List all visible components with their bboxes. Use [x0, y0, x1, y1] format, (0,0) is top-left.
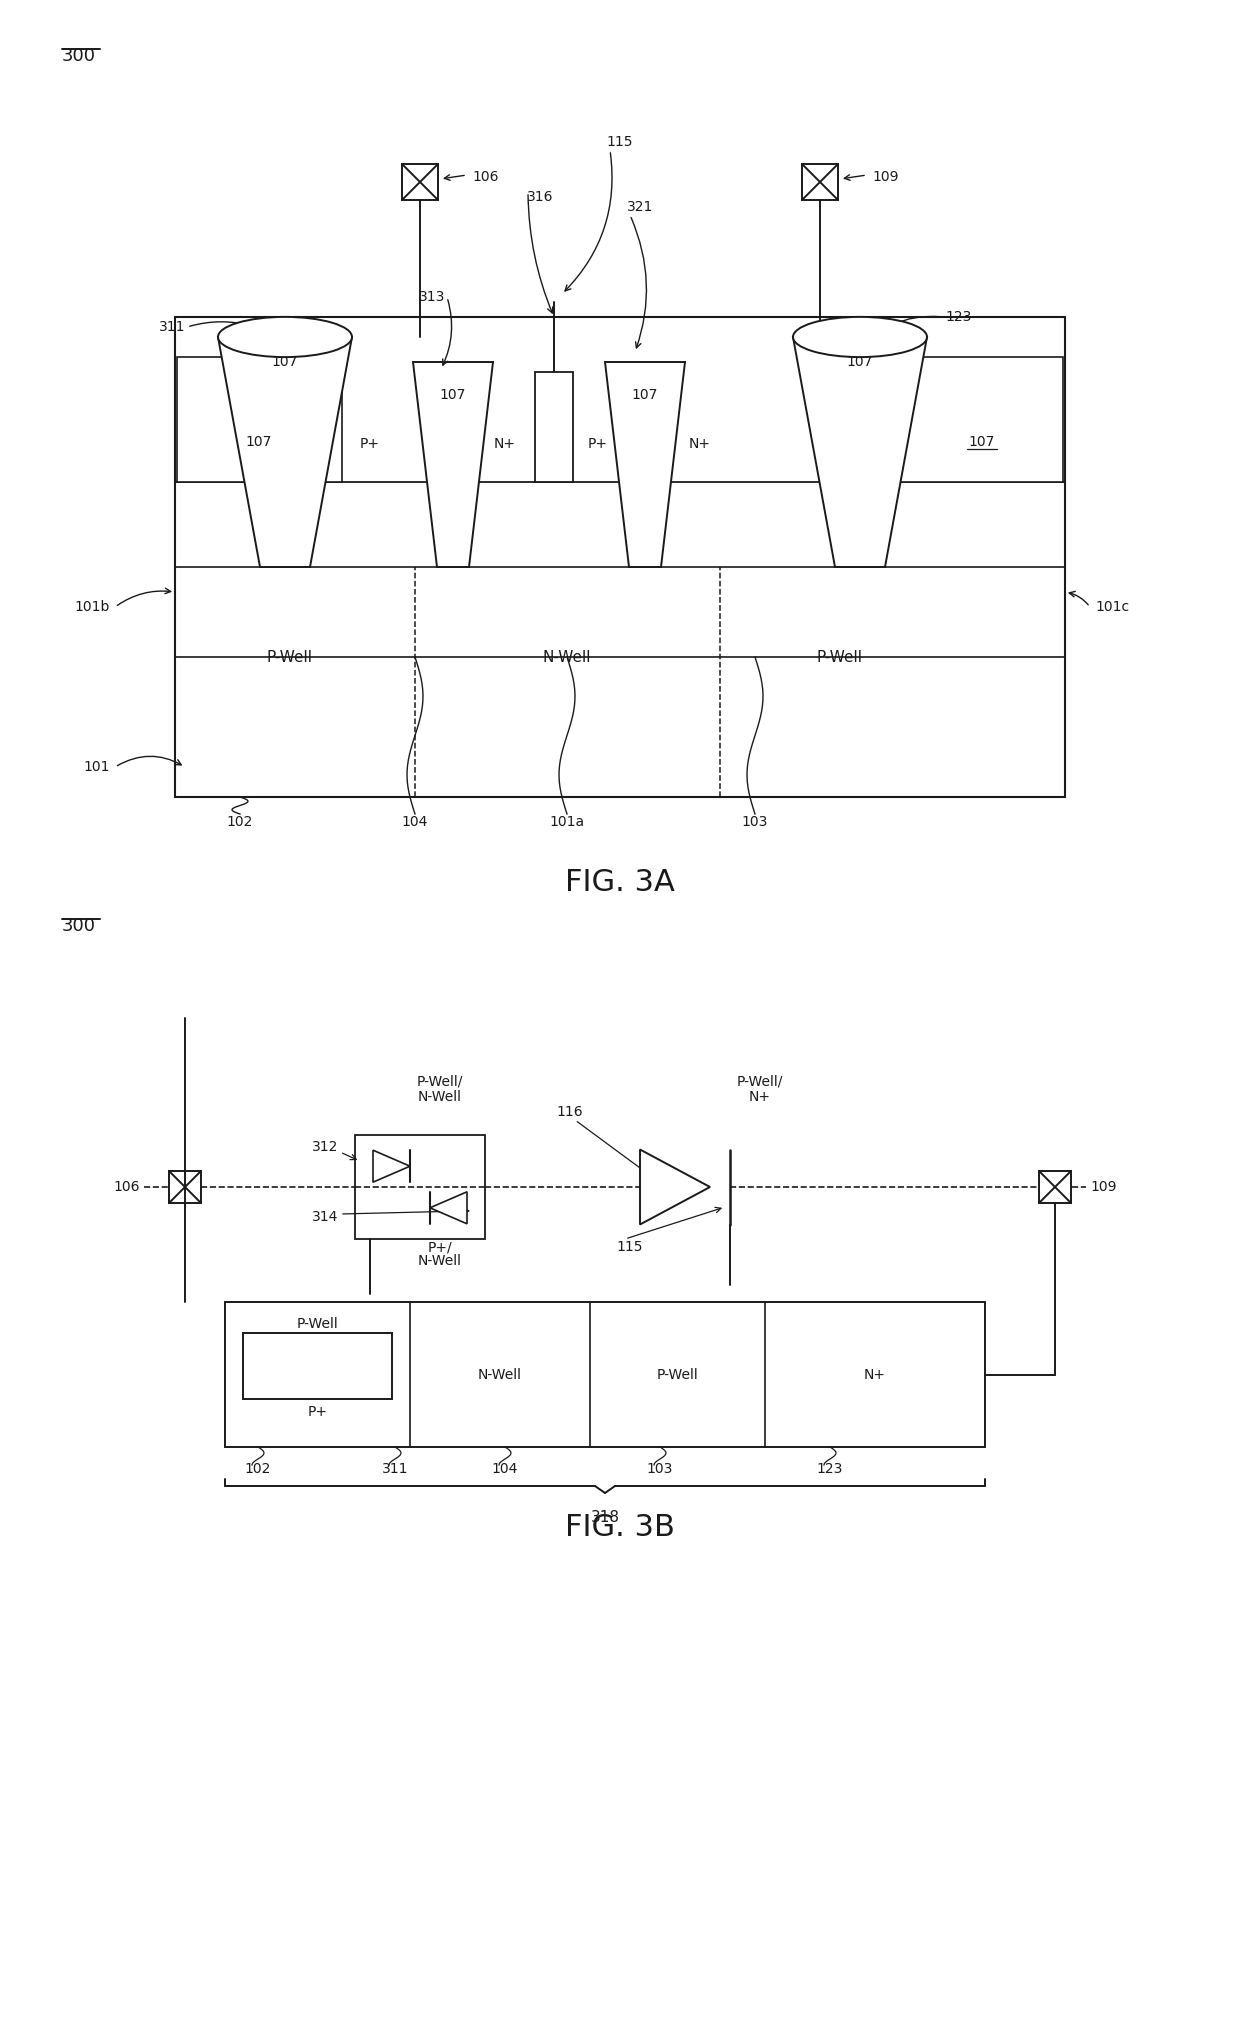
- Text: 107: 107: [272, 355, 298, 369]
- Text: P-Well: P-Well: [657, 1368, 698, 1382]
- Text: 311: 311: [159, 321, 185, 335]
- Polygon shape: [640, 1150, 711, 1224]
- Bar: [177, 357, 342, 482]
- Text: 107: 107: [968, 436, 996, 450]
- Text: 116: 116: [557, 1105, 583, 1119]
- Bar: [1039, 1172, 1071, 1202]
- Ellipse shape: [794, 317, 928, 357]
- Polygon shape: [218, 337, 352, 567]
- Text: N+: N+: [864, 1368, 887, 1382]
- Polygon shape: [605, 361, 684, 567]
- Text: 321: 321: [626, 200, 653, 214]
- Text: 106: 106: [472, 169, 498, 184]
- Bar: [175, 317, 1065, 797]
- Text: P+: P+: [588, 438, 608, 452]
- Text: N+: N+: [494, 438, 516, 452]
- Text: 109: 109: [1090, 1180, 1116, 1194]
- Text: P+: P+: [360, 438, 379, 452]
- Polygon shape: [794, 337, 928, 567]
- Text: N-Well: N-Well: [477, 1368, 522, 1382]
- Text: 103: 103: [647, 1462, 673, 1476]
- Text: 107: 107: [632, 387, 658, 401]
- Text: 106: 106: [114, 1180, 140, 1194]
- Polygon shape: [373, 1150, 410, 1182]
- Text: P-Well/: P-Well/: [737, 1073, 784, 1087]
- Text: 300: 300: [62, 46, 95, 65]
- Bar: [224, 1303, 985, 1446]
- Text: 102: 102: [227, 815, 253, 829]
- Text: 115: 115: [606, 135, 634, 149]
- Text: 318: 318: [590, 1509, 620, 1525]
- Text: P+: P+: [308, 1406, 327, 1420]
- Text: 109: 109: [872, 169, 899, 184]
- Polygon shape: [430, 1192, 467, 1224]
- Text: 107: 107: [246, 436, 273, 450]
- Text: P-Well: P-Well: [817, 649, 863, 664]
- Bar: [169, 1172, 201, 1202]
- Text: 300: 300: [62, 918, 95, 936]
- Text: 123: 123: [945, 311, 971, 325]
- Text: 104: 104: [402, 815, 428, 829]
- Text: 311: 311: [382, 1462, 408, 1476]
- Bar: [534, 371, 573, 482]
- Text: 107: 107: [440, 387, 466, 401]
- Bar: [898, 357, 1063, 482]
- Text: P-Well/: P-Well/: [417, 1073, 464, 1087]
- Polygon shape: [413, 361, 494, 567]
- Text: 107: 107: [847, 355, 873, 369]
- Bar: [802, 163, 838, 200]
- Text: 104: 104: [492, 1462, 518, 1476]
- Text: 314: 314: [311, 1210, 339, 1224]
- Text: FIG. 3A: FIG. 3A: [565, 867, 675, 896]
- Text: 115: 115: [616, 1240, 644, 1255]
- Text: P-Well: P-Well: [296, 1317, 339, 1331]
- Bar: [355, 1136, 485, 1238]
- Text: 101: 101: [83, 760, 110, 775]
- Text: N-Well: N-Well: [418, 1089, 463, 1103]
- Text: 101a: 101a: [549, 815, 584, 829]
- Text: N-Well: N-Well: [418, 1255, 463, 1269]
- Bar: [243, 1333, 392, 1400]
- Ellipse shape: [218, 317, 352, 357]
- Text: 123: 123: [817, 1462, 843, 1476]
- Text: 316: 316: [527, 190, 553, 204]
- Text: P+/: P+/: [428, 1240, 453, 1255]
- Text: P-Well: P-Well: [267, 649, 312, 664]
- Text: FIG. 3B: FIG. 3B: [565, 1513, 675, 1541]
- Text: N+: N+: [749, 1089, 771, 1103]
- Text: 103: 103: [742, 815, 769, 829]
- Text: 102: 102: [244, 1462, 272, 1476]
- Text: 313: 313: [419, 290, 445, 305]
- Text: 101c: 101c: [1095, 599, 1130, 613]
- Text: 101b: 101b: [74, 599, 110, 613]
- Text: 312: 312: [311, 1140, 339, 1154]
- Text: N+: N+: [689, 438, 711, 452]
- Bar: [402, 163, 438, 200]
- Text: N-Well: N-Well: [543, 649, 591, 664]
